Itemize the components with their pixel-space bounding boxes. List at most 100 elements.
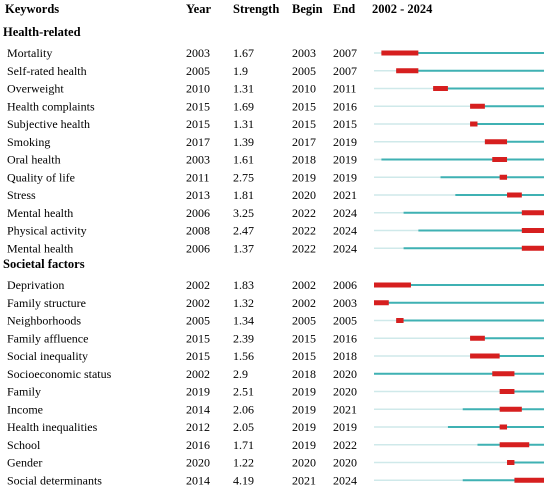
strength-value: 2.39 — [233, 331, 254, 345]
year-value: 2006 — [186, 241, 210, 255]
year-value: 2002 — [186, 367, 210, 381]
begin-value: 2003 — [292, 46, 316, 60]
begin-value: 2015 — [292, 331, 316, 345]
year-value: 2016 — [186, 438, 210, 452]
burst-bar — [470, 353, 500, 359]
year-value: 2015 — [186, 117, 210, 131]
begin-value: 2005 — [292, 314, 316, 328]
end-value: 2024 — [333, 241, 357, 255]
strength-value: 1.34 — [233, 314, 254, 328]
strength-value: 1.31 — [233, 82, 254, 96]
year-value: 2015 — [186, 331, 210, 345]
year-value: 2011 — [186, 170, 210, 184]
end-value: 2020 — [333, 456, 357, 470]
keyword-label: Socioeconomic status — [7, 367, 112, 381]
end-value: 2022 — [333, 438, 357, 452]
end-value: 2007 — [333, 64, 357, 78]
timeline-header: 2002 - 2024 — [372, 2, 433, 16]
strength-value: 1.9 — [233, 64, 248, 78]
begin-value: 2015 — [292, 99, 316, 113]
begin-value: 2018 — [292, 153, 316, 167]
strength-value: 2.47 — [233, 224, 254, 238]
strength-value: 2.05 — [233, 420, 254, 434]
keyword-label: Income — [7, 402, 43, 416]
strength-value: 1.71 — [233, 438, 254, 452]
strength-value: 1.22 — [233, 456, 254, 470]
year-value: 2006 — [186, 206, 210, 220]
year-header: Year — [186, 2, 211, 16]
keyword-label: Stress — [7, 188, 36, 202]
burst-bar — [374, 300, 389, 306]
year-value: 2015 — [186, 349, 210, 363]
begin-value: 2020 — [292, 456, 316, 470]
end-value: 2019 — [333, 420, 357, 434]
end-value: 2019 — [333, 170, 357, 184]
year-value: 2005 — [186, 314, 210, 328]
keyword-label: Health complaints — [7, 99, 95, 113]
burst-bar — [396, 68, 419, 74]
end-value: 2003 — [333, 296, 357, 310]
end-value: 2020 — [333, 367, 357, 381]
strength-value: 1.37 — [233, 241, 254, 255]
year-value: 2015 — [186, 99, 210, 113]
strength-value: 2.06 — [233, 402, 254, 416]
strength-value: 1.39 — [233, 135, 254, 149]
burst-bar — [492, 157, 508, 162]
keyword-label: Family — [7, 385, 41, 399]
burst-bar — [396, 318, 404, 323]
keyword-label: Family affluence — [7, 331, 88, 345]
year-value: 2014 — [186, 473, 210, 487]
burst-bar — [484, 139, 508, 145]
begin-value: 2019 — [292, 402, 316, 416]
burst-bar — [521, 245, 544, 251]
strength-value: 1.32 — [233, 296, 254, 310]
year-value: 2013 — [186, 188, 210, 202]
strength-value: 1.61 — [233, 153, 254, 167]
strength-value: 3.25 — [233, 206, 254, 220]
begin-header: Begin — [292, 2, 323, 16]
keyword-label: Neighborhoods — [7, 314, 81, 328]
end-value: 2021 — [333, 402, 357, 416]
keywords-header: Keywords — [5, 2, 59, 16]
keyword-label: Smoking — [7, 135, 50, 149]
strength-value: 2.9 — [233, 367, 248, 381]
end-value: 2011 — [333, 82, 357, 96]
burst-bar — [521, 228, 544, 233]
begin-value: 2019 — [292, 385, 316, 399]
end-value: 2015 — [333, 117, 357, 131]
burst-bar — [433, 86, 448, 91]
strength-value: 1.81 — [233, 188, 254, 202]
begin-value: 2022 — [292, 206, 316, 220]
burst-bar — [374, 282, 411, 288]
end-header: End — [333, 2, 355, 16]
keyword-label: Mental health — [7, 241, 73, 255]
keyword-label: Health inequalities — [7, 420, 98, 434]
keyword-label: Quality of life — [7, 170, 75, 184]
burst-bar — [499, 424, 508, 430]
strength-header: Strength — [233, 2, 279, 16]
year-value: 2017 — [186, 135, 210, 149]
burst-bar — [470, 335, 485, 341]
year-value: 2012 — [186, 420, 210, 434]
strength-value: 1.31 — [233, 117, 254, 131]
strength-value: 2.75 — [233, 170, 254, 184]
begin-value: 2019 — [292, 420, 316, 434]
burst-bar — [381, 50, 419, 56]
end-value: 2016 — [333, 331, 357, 345]
year-value: 2010 — [186, 82, 210, 96]
keyword-label: Physical activity — [7, 224, 87, 238]
begin-value: 2017 — [292, 135, 316, 149]
keyword-label: Family structure — [7, 296, 86, 310]
burst-bar — [521, 210, 544, 216]
keyword-label: Oral health — [7, 153, 61, 167]
begin-value: 2019 — [292, 438, 316, 452]
end-value: 2020 — [333, 385, 357, 399]
year-value: 2003 — [186, 153, 210, 167]
end-value: 2024 — [333, 206, 357, 220]
year-value: 2008 — [186, 224, 210, 238]
begin-value: 2005 — [292, 64, 316, 78]
keyword-label: Self-rated health — [7, 64, 87, 78]
burst-bar — [499, 389, 515, 394]
burst-bar — [499, 406, 522, 412]
